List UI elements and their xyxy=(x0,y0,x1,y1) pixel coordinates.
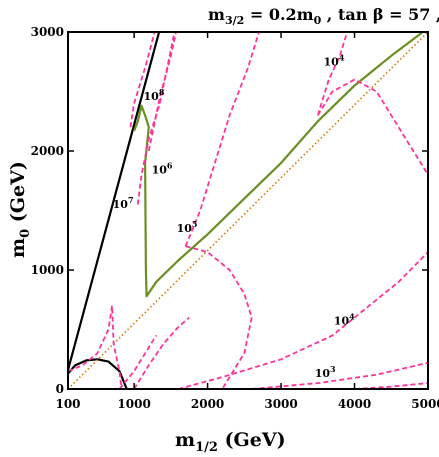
title-rest: = 0.2m xyxy=(244,5,313,24)
contour-label-2: 107 xyxy=(113,195,134,211)
curve-dashed-pink-5 xyxy=(118,334,157,389)
curve-dashed-pink-4 xyxy=(68,304,123,389)
x-tick-label: 2000 xyxy=(191,397,224,411)
y-tick-label: 2000 xyxy=(31,144,64,158)
curve-dashed-pink-9 xyxy=(136,32,176,205)
title-tail: , tan β = 57 , μ > 0 xyxy=(321,5,439,24)
x-tick-label: 1000 xyxy=(117,397,150,411)
contour-label-1: 106 xyxy=(152,161,173,177)
xlabel-sub: 1/2 xyxy=(195,440,218,455)
contour-label-3: 105 xyxy=(177,219,198,235)
title-sub: 3/2 xyxy=(225,14,244,27)
curve-dashed-pink-7 xyxy=(129,32,156,128)
curve-dashed-pink-12 xyxy=(317,78,428,176)
xlabel-unit: (GeV) xyxy=(218,429,286,451)
x-tick-label: 4000 xyxy=(338,397,371,411)
y-tick-label: 1000 xyxy=(31,263,64,277)
y-tick-label: 0 xyxy=(56,382,64,396)
contour-labels-layer: 108 106 107 105 104 104 103 xyxy=(113,52,355,380)
curve-dashed-pink-13 xyxy=(316,32,349,116)
contour-label-5: 104 xyxy=(334,312,355,328)
curve-dashed-pink-15 xyxy=(251,361,428,389)
chart-title: m3/2 = 0.2m0 , tan β = 57 , μ > 0 xyxy=(208,5,439,27)
x-tick-label: 3000 xyxy=(264,397,297,411)
contour-label-4: 104 xyxy=(324,52,345,68)
curve-solid-black-0 xyxy=(68,32,161,371)
curve-dashed-pink-11 xyxy=(185,245,253,389)
title-m: m xyxy=(208,5,225,24)
ylabel-unit: (GeV) xyxy=(7,161,29,229)
title-sub2: 0 xyxy=(314,14,322,27)
ylabel-sub: 0 xyxy=(18,229,33,238)
curve-solid-green-3 xyxy=(133,32,424,298)
plot-frame xyxy=(67,31,429,390)
x-tick-label: 100 xyxy=(55,397,80,411)
curve-solid-black-1 xyxy=(68,358,128,389)
ylabel-main: m xyxy=(7,238,29,258)
xlabel-main: m xyxy=(175,429,195,451)
curve-dashed-pink-14 xyxy=(177,251,428,389)
y-axis-title: m0 (GeV) xyxy=(7,161,33,258)
curve-dashed-pink-10 xyxy=(184,32,260,247)
curve-dotted-orange-2 xyxy=(68,32,428,389)
curve-dashed-pink-6 xyxy=(133,316,190,389)
x-axis-title: m1/2 (GeV) xyxy=(175,429,286,455)
y-tick-label: 3000 xyxy=(31,25,64,39)
contour-label-0: 108 xyxy=(144,87,165,103)
contour-label-6: 103 xyxy=(315,364,336,380)
